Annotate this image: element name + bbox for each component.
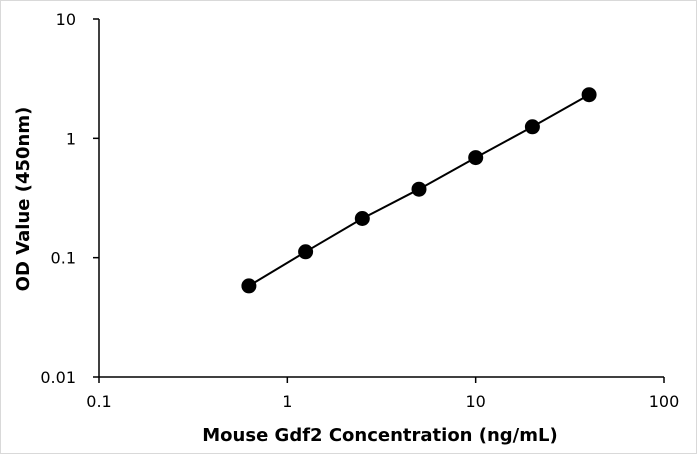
x-tick-label: 0.1 [86,392,111,411]
y-tick-label: 0.01 [40,368,76,387]
x-axis-title: Mouse Gdf2 Concentration (ng/mL) [202,425,557,446]
data-point [241,278,257,294]
x-tick-label: 1 [282,392,292,411]
data-point [468,150,484,166]
data-point [298,244,314,260]
data-point [581,87,597,103]
axes: 0.1 1 10 100 0.01 0.1 1 10 [40,10,679,411]
data-point [411,181,427,197]
y-tick-label: 1 [66,129,76,148]
y-tick-label: 10 [56,10,76,29]
plot-area [241,87,597,294]
y-tick-label: 0.1 [51,249,76,268]
data-point [524,119,540,135]
y-axis-title: OD Value (450nm) [13,107,34,292]
data-point [354,211,370,226]
x-tick-label: 10 [465,392,485,411]
x-tick-label: 100 [649,392,680,411]
